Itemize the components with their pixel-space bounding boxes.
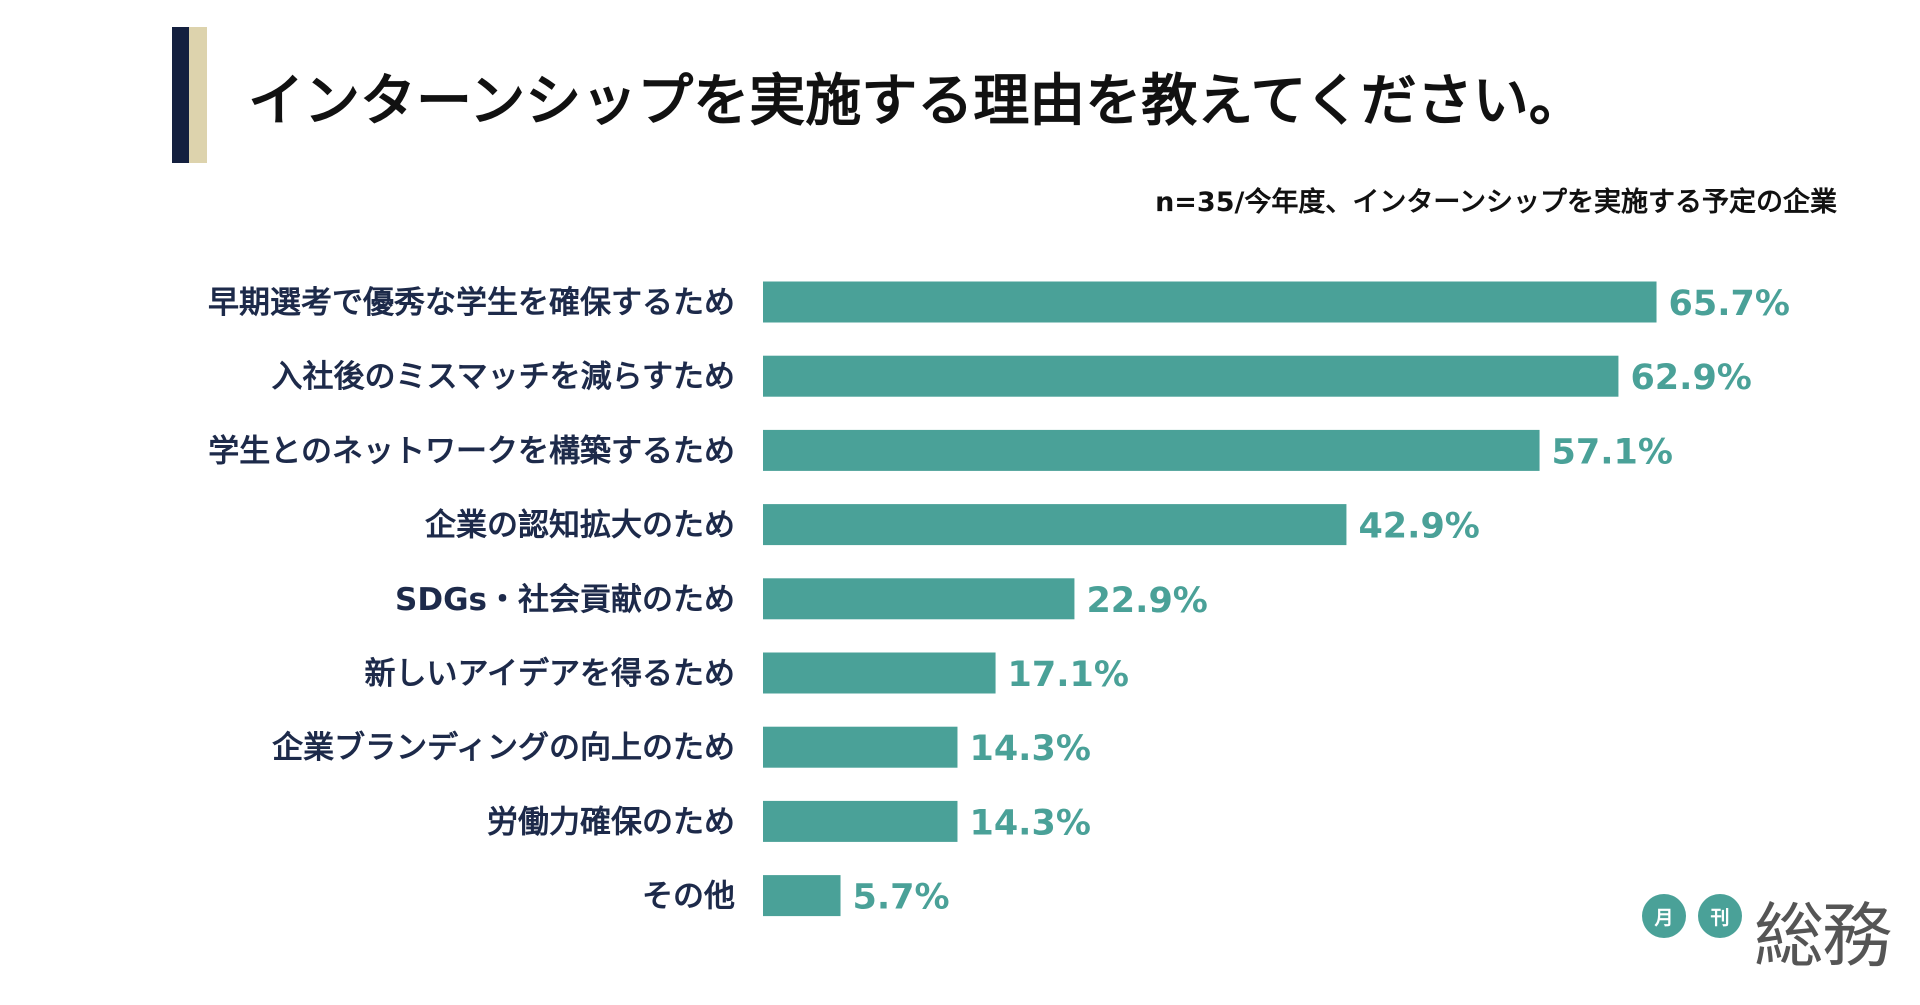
- category-label: 企業ブランディングの向上のため: [272, 730, 735, 766]
- value-label: 42.9%: [1358, 507, 1479, 547]
- value-label: 14.3%: [969, 729, 1090, 769]
- category-label: 労働力確保のため: [487, 804, 735, 840]
- logo-circle-getsu: 月: [1642, 894, 1686, 938]
- category-label: 早期選考で優秀な学生を確保するため: [208, 285, 735, 321]
- value-label: 57.1%: [1552, 432, 1673, 472]
- category-label: 入社後のミスマッチを減らすため: [272, 359, 735, 395]
- category-label: その他: [642, 879, 735, 915]
- bar: [763, 504, 1347, 546]
- bar: [763, 800, 958, 842]
- title-accent-beige: [189, 27, 207, 163]
- value-label: 22.9%: [1086, 581, 1207, 621]
- bar: [763, 578, 1075, 620]
- category-label: SDGs・社会貢献のため: [395, 582, 735, 618]
- bar: [763, 429, 1540, 471]
- chart-subtitle: n=35/今年度、インターンシップを実施する予定の企業: [1155, 187, 1837, 218]
- title-accent-navy: [172, 27, 189, 163]
- value-label: 65.7%: [1669, 284, 1790, 324]
- value-label: 5.7%: [853, 878, 950, 918]
- bar: [763, 355, 1619, 397]
- bar: [763, 652, 996, 694]
- logo-circle-kan: 刊: [1698, 894, 1742, 938]
- value-label: 14.3%: [969, 803, 1090, 843]
- category-label: 新しいアイデアを得るため: [365, 656, 735, 692]
- bar: [763, 281, 1657, 323]
- chart-title: インターンシップを実施する理由を教えてください。: [248, 69, 1585, 134]
- category-label: 企業の認知拡大のため: [425, 508, 735, 544]
- bar: [763, 726, 958, 768]
- value-label: 17.1%: [1008, 655, 1129, 695]
- publisher-logo: 月 刊 総務: [1642, 886, 1902, 986]
- bar: [763, 875, 841, 917]
- logo-wordmark: 総務: [1754, 895, 1892, 977]
- category-label: 学生とのネットワークを構築するため: [208, 433, 735, 469]
- value-label: 62.9%: [1630, 358, 1751, 398]
